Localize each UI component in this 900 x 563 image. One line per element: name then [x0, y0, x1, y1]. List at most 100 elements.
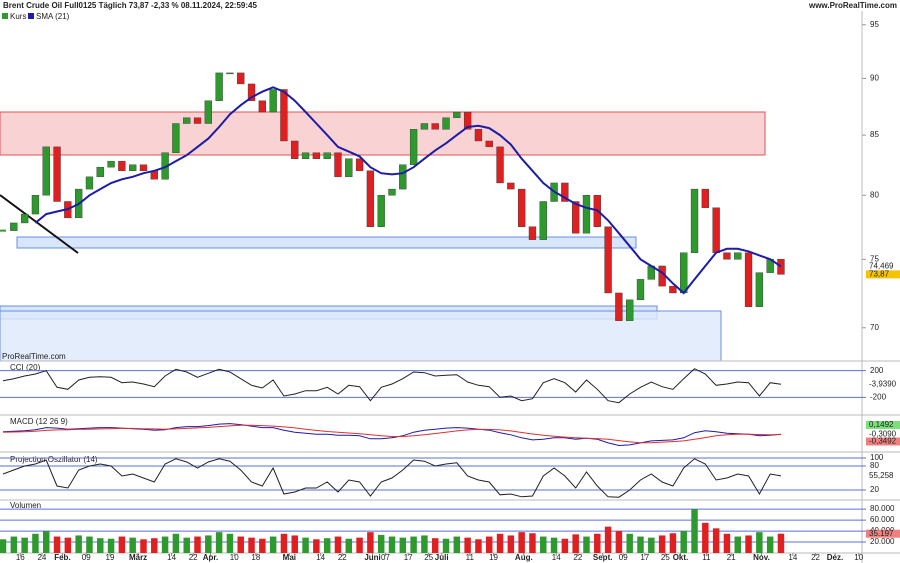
candle — [377, 195, 385, 227]
volume-bar — [269, 536, 277, 553]
price-marker-label: 0,1492 — [869, 420, 894, 429]
candle — [712, 207, 720, 253]
volume-bar — [0, 539, 7, 553]
volume-bar — [680, 531, 687, 553]
volume-bar — [464, 537, 471, 553]
candle — [561, 182, 569, 202]
volume-bar — [280, 533, 288, 553]
panel-title: CCI (20) — [10, 363, 41, 372]
price-marker-label: 35.197 — [869, 529, 894, 538]
candle — [215, 72, 223, 101]
y-tick-label: 90 — [870, 74, 879, 83]
x-tick-label: 17 — [640, 553, 649, 562]
candle — [247, 83, 256, 101]
candle — [10, 222, 18, 231]
volume-bar — [64, 537, 72, 553]
x-tick-label: Okt. — [673, 553, 689, 562]
volume-bar — [615, 531, 623, 553]
panel-title: MACD (12 26 9) — [10, 417, 68, 426]
candle — [183, 117, 191, 124]
x-tick-label: 22 — [573, 553, 582, 562]
candle — [226, 72, 234, 75]
price-marker-label: -3,9390 — [869, 379, 897, 388]
y-tick-label: 85 — [870, 130, 879, 139]
candle — [31, 195, 40, 215]
volume-bar — [745, 535, 752, 553]
x-tick-label: Aug. — [515, 553, 533, 562]
y-tick-label: 100 — [870, 453, 884, 462]
candle — [280, 89, 288, 142]
candle — [118, 160, 126, 171]
volume-bar — [561, 538, 569, 553]
volume-bar — [356, 537, 363, 553]
volume-bar — [604, 526, 612, 553]
candle — [269, 89, 277, 113]
candle — [582, 195, 591, 234]
volume-bar — [658, 535, 666, 553]
volume-bar — [637, 536, 644, 553]
volume-bar — [388, 536, 396, 553]
candle — [345, 158, 353, 178]
x-tick-label: 22 — [811, 553, 820, 562]
volume-bar — [107, 538, 115, 553]
candle — [777, 259, 785, 275]
volume-bar — [151, 538, 158, 553]
candle — [474, 129, 483, 142]
panel-title: Volumen — [10, 501, 41, 510]
candle — [604, 226, 612, 294]
volume-bar — [248, 537, 255, 553]
x-tick-label: 25 — [661, 553, 670, 562]
volume-bar — [702, 522, 709, 553]
price-marker — [866, 471, 900, 480]
candle — [420, 123, 429, 130]
candle — [53, 146, 61, 202]
sma-line — [34, 86, 782, 295]
candle — [626, 299, 634, 321]
x-tick-label: 09 — [82, 553, 91, 562]
volume-bar — [518, 532, 525, 553]
y-tick-label: 200 — [870, 366, 884, 375]
x-tick-label: 11 — [702, 553, 711, 562]
candle — [388, 188, 396, 196]
candle — [237, 72, 245, 85]
x-tick-label: 24 — [37, 553, 46, 562]
volume-bar — [259, 538, 266, 553]
watermark: ProRealTime.com — [2, 352, 66, 361]
price-marker-label: 74,469 — [869, 261, 894, 270]
x-tick-label: 17 — [404, 553, 413, 562]
y-tick-label: 95 — [870, 20, 879, 29]
price-marker — [866, 437, 900, 446]
candle — [463, 111, 472, 130]
price-marker — [866, 430, 900, 439]
trend-line — [0, 194, 79, 254]
candle — [507, 182, 515, 190]
volume-bar — [766, 536, 774, 553]
volume-bar — [550, 537, 558, 553]
volume-bar — [529, 533, 536, 553]
volume-bar — [194, 536, 201, 553]
x-tick-label: 14 — [788, 553, 797, 562]
candle — [701, 188, 709, 208]
candle — [485, 140, 493, 148]
candle — [615, 292, 623, 321]
volume-bar — [32, 533, 39, 553]
x-tick-label: Apr. — [203, 553, 219, 562]
volume-bar — [129, 537, 136, 553]
volume-bar — [323, 538, 331, 553]
volume-bar — [226, 533, 234, 553]
x-tick-label: 10 — [230, 553, 239, 562]
volume-bar — [442, 538, 450, 553]
x-tick-label: 14 — [167, 553, 176, 562]
volume-bar — [118, 536, 126, 553]
candle — [572, 201, 580, 234]
candle — [453, 111, 461, 118]
price-marker — [866, 380, 900, 389]
volume-bar — [723, 533, 731, 553]
candle — [42, 146, 50, 196]
candle — [399, 164, 407, 190]
volume-bar — [75, 535, 82, 553]
candle — [734, 252, 742, 260]
candle — [755, 272, 764, 307]
candle — [442, 117, 450, 130]
x-tick-label: 07 — [381, 553, 390, 562]
